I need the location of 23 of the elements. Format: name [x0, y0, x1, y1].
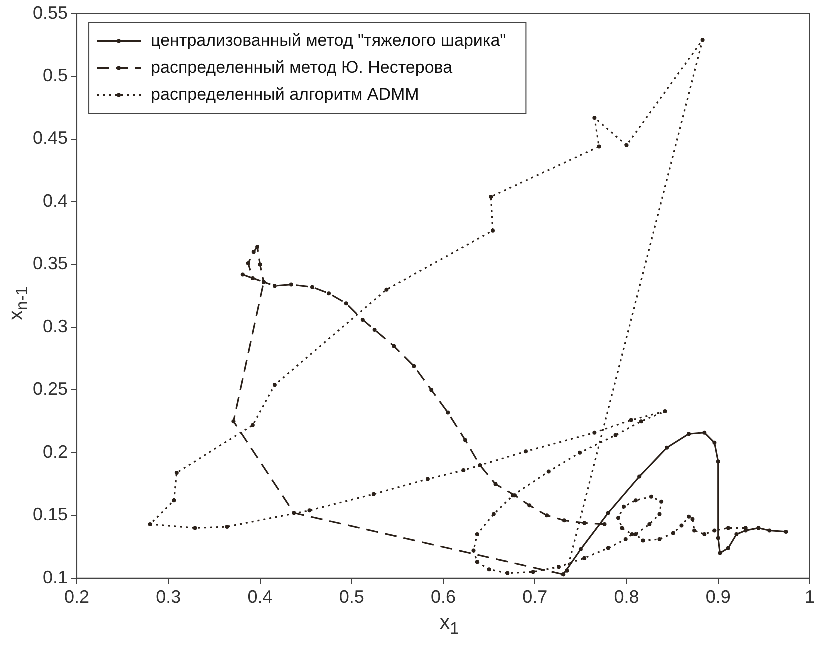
x-tick-label: 0.3: [156, 587, 182, 608]
y-tick-label: 0.25: [32, 379, 68, 400]
legend-label: распределенный алгоритм ADMM: [151, 84, 420, 104]
x-tick-label: 0.9: [706, 587, 731, 608]
y-tick-label: 0.2: [43, 442, 68, 462]
x-tick-label: 0.6: [431, 587, 456, 608]
x-tick-label: 0.5: [339, 587, 364, 608]
legend-label: централизованный метод "тяжелого шарика": [151, 30, 506, 50]
x-tick-label: 1: [804, 587, 815, 608]
x-tick-label: 0.8: [614, 587, 640, 608]
x-axis-title: x$_{1}$: [440, 612, 460, 639]
y-tick-label: 0.35: [32, 254, 68, 274]
x-tick-label: 0.4: [248, 587, 273, 608]
y-tick-label: 0.3: [43, 316, 68, 336]
y-tick-label: 0.4: [43, 190, 68, 211]
y-tick-label: 0.15: [32, 504, 68, 525]
x-tick-label: 0.2: [64, 587, 90, 608]
y-tick-label: 0.5: [43, 66, 68, 86]
y-tick-label: 0.45: [32, 128, 68, 148]
y-tick-label: 0.1: [43, 567, 68, 588]
legend-label: распределенный метод Ю. Нестерова: [151, 58, 454, 77]
y-tick-label: 0.55: [32, 2, 68, 23]
x-tick-label: 0.7: [522, 587, 548, 608]
